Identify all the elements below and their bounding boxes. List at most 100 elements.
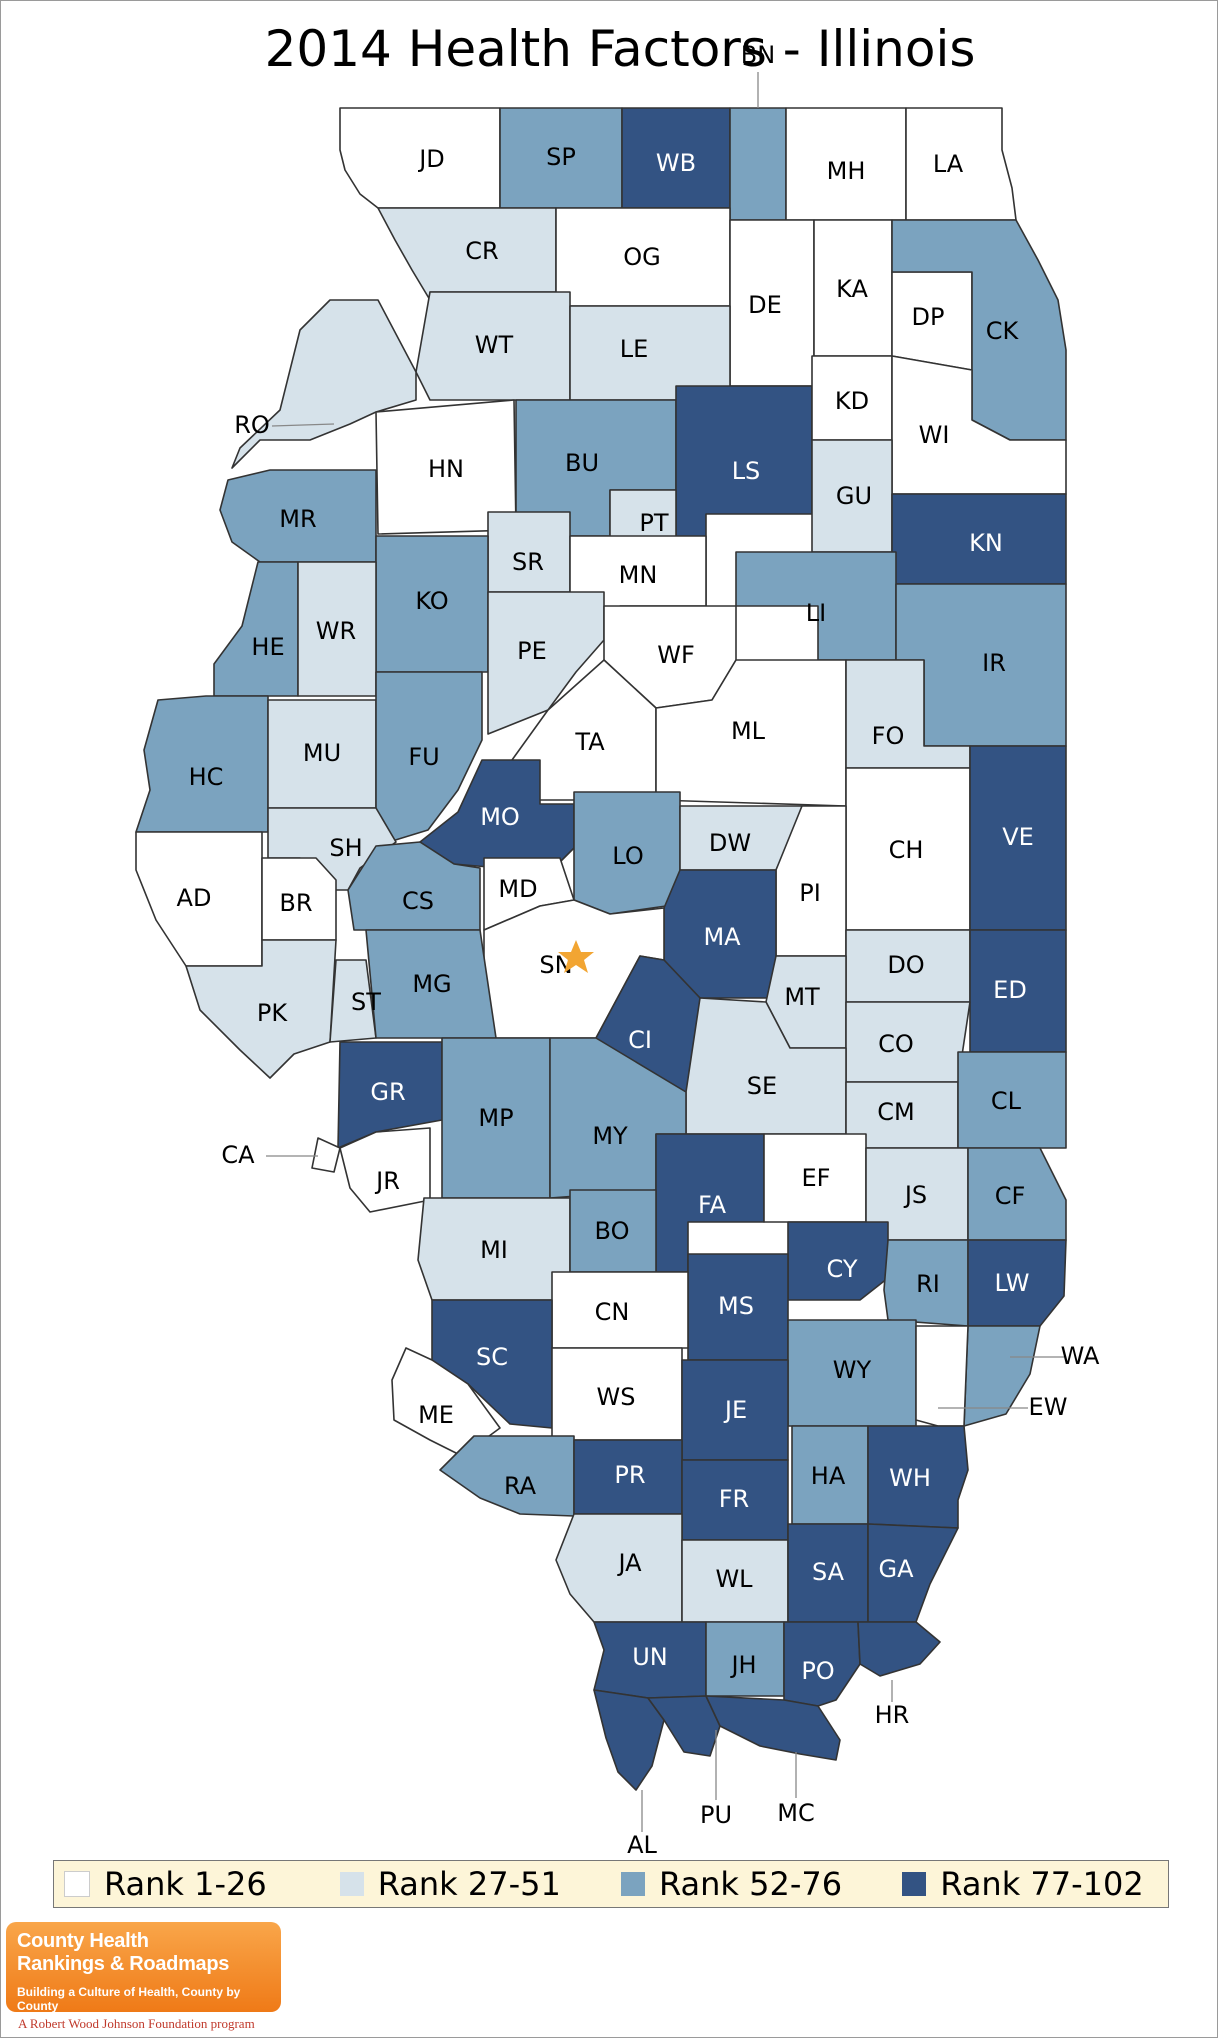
county-label-ch: CH <box>889 836 924 864</box>
county-he <box>213 561 299 697</box>
county-hr <box>857 1621 941 1677</box>
county-label-la: LA <box>933 150 964 178</box>
county-label-se: SE <box>747 1072 777 1100</box>
county-label-jd: JD <box>417 145 445 173</box>
county-label-my: MY <box>592 1122 628 1150</box>
county-label-wa: WA <box>1061 1342 1100 1370</box>
county-label-wr: WR <box>316 617 356 645</box>
county-label-cl: CL <box>991 1087 1022 1115</box>
county-label-fo: FO <box>872 722 905 750</box>
county-label-ws: WS <box>597 1383 636 1411</box>
county-label-og: OG <box>623 243 661 271</box>
county-label-sa: SA <box>812 1558 845 1586</box>
county-label-ad: AD <box>177 884 212 912</box>
county-label-bu: BU <box>565 449 599 477</box>
county-label-ml: ML <box>731 717 766 745</box>
county-label-wb: WB <box>656 149 696 177</box>
county-label-po: PO <box>801 1657 834 1685</box>
county-label-ha: HA <box>811 1462 846 1490</box>
county-label-hc: HC <box>189 763 224 791</box>
illinois-county-map: JD SP WB BN MH LA CR OG DE KA DP CK WT LE RO HN BU LS KD WI… <box>135 41 1100 1859</box>
county-label-pr: PR <box>614 1461 645 1489</box>
logo-tagline: Building a Culture of Health, County by … <box>17 1985 241 2013</box>
county-label-md: MD <box>498 875 537 903</box>
county-label-ga: GA <box>878 1555 914 1583</box>
county-mc <box>705 1695 841 1761</box>
county-ga <box>867 1523 959 1623</box>
map-title: 2014 Health Factors - Illinois <box>264 20 976 78</box>
county-label-jh: JH <box>729 1651 756 1679</box>
county-health-rankings-logo: County Health Rankings & Roadmaps Buildi… <box>6 1922 281 2013</box>
county-label-un: UN <box>632 1643 668 1671</box>
county-label-wf: WF <box>657 641 695 669</box>
county-label-fu: FU <box>408 743 439 771</box>
legend-item-rank-52-76: Rank 52-76 <box>621 1865 892 1903</box>
legend-swatch <box>64 1871 90 1897</box>
county-label-pu: PU <box>700 1801 732 1829</box>
county-label-cs: CS <box>402 887 434 915</box>
county-label-ew: EW <box>1029 1393 1068 1421</box>
county-label-ka: KA <box>836 275 868 303</box>
county-label-pe: PE <box>517 637 547 665</box>
star-icon <box>558 940 594 973</box>
county-label-je: JE <box>723 1396 747 1424</box>
county-label-wi: WI <box>919 421 950 449</box>
county-label-bn: BN <box>741 41 775 69</box>
legend-item-rank-77-102: Rank 77-102 <box>902 1865 1168 1903</box>
county-label-gr: GR <box>370 1078 405 1106</box>
county-label-ef: EF <box>802 1164 831 1192</box>
county-label-ri: RI <box>916 1270 940 1298</box>
county-label-ck: CK <box>986 317 1020 345</box>
county-label-ja: JA <box>616 1549 642 1577</box>
county-label-bo: BO <box>595 1217 630 1245</box>
legend-swatch <box>621 1872 645 1896</box>
county-label-li: LI <box>806 599 826 627</box>
county-label-wh: WH <box>889 1464 931 1492</box>
county-label-mi: MI <box>480 1236 508 1264</box>
county-label-mh: MH <box>827 157 866 185</box>
county-label-lo: LO <box>612 842 643 870</box>
county-label-do: DO <box>887 951 924 979</box>
county-label-ta: TA <box>574 728 605 756</box>
county-label-ca: CA <box>221 1141 255 1169</box>
county-label-pt: PT <box>639 509 668 537</box>
county-label-wl: WL <box>715 1565 753 1593</box>
legend-swatch <box>339 1872 364 1896</box>
county-label-ls: LS <box>732 457 761 485</box>
county-label-le: LE <box>620 335 649 363</box>
county-label-mo: MO <box>480 803 520 831</box>
county-label-de: DE <box>748 291 782 319</box>
county-cl <box>957 1051 1067 1149</box>
county-lw <box>967 1239 1067 1327</box>
county-label-kd: KD <box>835 387 869 415</box>
county-label-hn: HN <box>428 455 464 483</box>
county-lo <box>573 791 681 915</box>
logo-line-1: County Health <box>17 1930 149 1952</box>
legend-label: Rank 27-51 <box>377 1865 561 1903</box>
legend-item-rank-27-51: Rank 27-51 <box>339 1865 611 1903</box>
county-label-co: CO <box>878 1030 914 1058</box>
county-label-wt: WT <box>475 331 514 359</box>
county-label-mu: MU <box>303 739 341 767</box>
county-label-fr: FR <box>719 1485 749 1513</box>
county-label-wy: WY <box>833 1356 872 1384</box>
county-label-js: JS <box>903 1181 927 1209</box>
legend-label: Rank 77-102 <box>940 1865 1144 1903</box>
county-label-ma: MA <box>703 923 741 951</box>
county-cf <box>967 1147 1067 1241</box>
county-ri <box>883 1239 969 1327</box>
county-label-pk: PK <box>257 999 288 1027</box>
county-label-ci: CI <box>628 1026 652 1054</box>
county-label-ve: VE <box>1002 823 1034 851</box>
county-label-ms: MS <box>718 1292 754 1320</box>
county-label-mt: MT <box>784 983 820 1011</box>
county-label-sh: SH <box>329 834 362 862</box>
county-label-mp: MP <box>478 1104 513 1132</box>
footer-credit: A Robert Wood Johnson Foundation program <box>18 2016 255 2031</box>
county-label-sp: SP <box>546 143 576 171</box>
county-label-hr: HR <box>875 1701 910 1729</box>
county-label-he: HE <box>251 633 284 661</box>
county-ra <box>439 1435 575 1517</box>
county-label-gu: GU <box>836 482 872 510</box>
county-label-cm: CM <box>877 1098 914 1126</box>
